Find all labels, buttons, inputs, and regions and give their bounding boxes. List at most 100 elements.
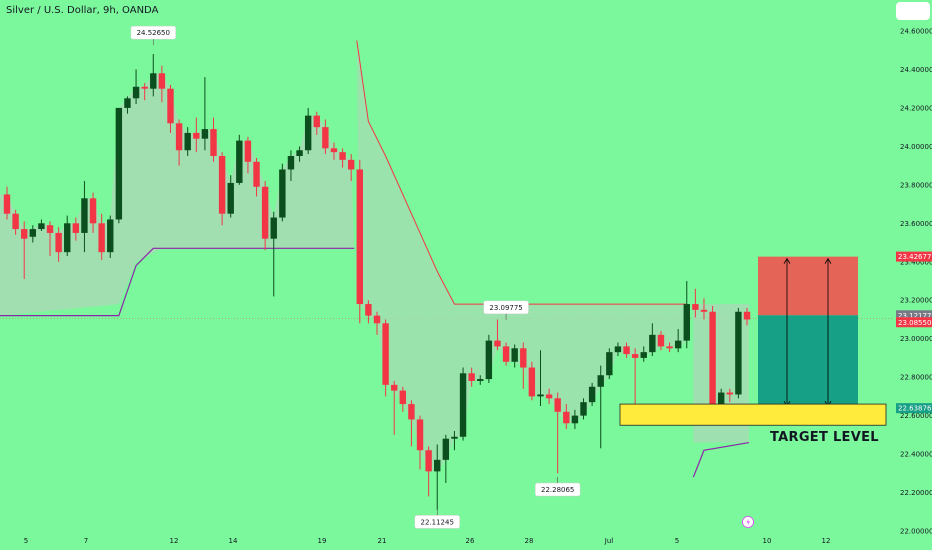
candle: [193, 117, 200, 153]
candle-body: [623, 346, 630, 355]
price-axis-label: 23.00000: [900, 335, 932, 343]
low-label: 22.11245: [421, 518, 454, 526]
candle: [528, 361, 536, 401]
candle-body: [511, 348, 518, 362]
candle: [347, 154, 355, 181]
candle: [597, 365, 604, 449]
session-fill-left: [0, 73, 355, 316]
candle: [735, 307, 742, 399]
candle-body: [391, 384, 398, 391]
candle: [261, 181, 269, 251]
candle-body: [494, 340, 501, 347]
candle-body: [631, 354, 639, 358]
time-axis-label: 26: [466, 537, 475, 545]
price-axis-label: 22.00000: [900, 528, 932, 536]
price-tag-last-a: 23.12177: [898, 312, 931, 320]
candle: [391, 381, 398, 435]
time-axis-label: 12: [170, 537, 179, 545]
candle: [743, 307, 751, 326]
price-axis-label: 23.20000: [900, 297, 932, 305]
candle: [296, 146, 303, 162]
candle-body: [347, 159, 355, 170]
candle: [674, 329, 682, 353]
candle-body: [21, 229, 28, 239]
candle: [434, 444, 441, 510]
candle: [55, 227, 62, 262]
candle: [649, 323, 656, 356]
candle-body: [150, 73, 157, 89]
candle: [623, 342, 630, 358]
candle-body: [451, 436, 458, 439]
candle: [322, 119, 329, 155]
candle-body: [201, 129, 209, 139]
candle-body: [459, 373, 467, 437]
candle: [502, 342, 510, 366]
candle: [511, 344, 518, 368]
candle: [640, 346, 647, 362]
candle-body: [244, 140, 252, 162]
candle-body: [55, 232, 62, 253]
price-axis-label: 23.40000: [900, 258, 932, 266]
candle: [494, 319, 501, 351]
candle-body: [700, 309, 708, 312]
candle: [132, 69, 140, 105]
candle: [141, 82, 148, 101]
session-fill-mid: [356, 40, 687, 472]
candle-body: [115, 107, 123, 220]
candle-body: [571, 415, 579, 424]
candle-body: [614, 346, 622, 353]
second-low-label: 22.28065: [541, 486, 574, 494]
candle-body: [528, 367, 536, 397]
candle-body: [545, 394, 553, 399]
target-band[interactable]: [619, 403, 887, 426]
price-axis-label: 22.40000: [900, 451, 932, 459]
candle: [227, 175, 234, 218]
candle-body: [227, 182, 234, 214]
candle: [158, 65, 166, 103]
high-label-box: [130, 25, 176, 40]
candle: [12, 209, 19, 235]
price-tag-target-top-bg: [896, 251, 932, 262]
candle-body: [554, 398, 561, 412]
time-axis-label: 19: [318, 537, 327, 545]
candle: [29, 225, 37, 243]
candle: [81, 181, 88, 253]
candle-body: [726, 392, 733, 395]
candle-body: [210, 129, 217, 156]
time-axis-label: 7: [84, 537, 88, 545]
candle: [244, 136, 252, 174]
candle: [459, 367, 467, 441]
toolbar-button[interactable]: [896, 2, 930, 20]
candle: [21, 221, 28, 280]
candle: [72, 217, 80, 241]
candle: [485, 334, 493, 383]
candle: [571, 409, 579, 430]
candle-body: [399, 390, 407, 405]
candle-body: [3, 194, 11, 214]
envelope-line: [356, 40, 687, 305]
candle: [451, 431, 458, 451]
candle-body: [365, 304, 372, 316]
candle-body: [434, 459, 441, 472]
candle-body: [218, 156, 226, 214]
candle-body: [287, 156, 295, 170]
candle-body: [468, 373, 475, 381]
candle-body: [477, 379, 484, 381]
candle-body: [175, 123, 183, 151]
candle: [253, 157, 260, 197]
candle: [304, 107, 312, 155]
price-tag-last-b: 23.08550: [898, 319, 931, 327]
candle: [382, 319, 389, 397]
time-axis-label: 5: [675, 537, 679, 545]
candle: [700, 298, 708, 320]
candle-body: [261, 186, 269, 239]
candle: [399, 386, 407, 412]
reward-zone[interactable]: [758, 315, 858, 409]
candle: [545, 388, 553, 405]
candle-body: [270, 217, 277, 239]
candle: [150, 54, 157, 97]
target-label: TARGET LEVEL: [770, 430, 879, 445]
risk-zone[interactable]: [758, 256, 858, 316]
candle: [425, 446, 432, 497]
